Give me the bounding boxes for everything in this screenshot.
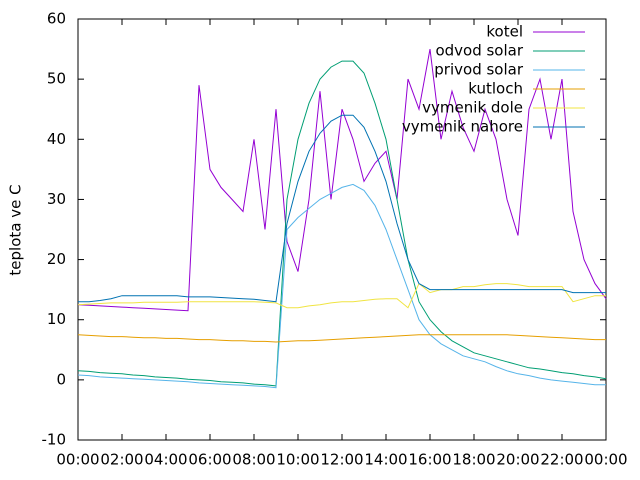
y-tick-label: 20 — [47, 250, 66, 268]
legend-label: odvod solar — [435, 42, 523, 60]
x-tick-label: 00:00 — [56, 451, 99, 469]
x-tick-label: 10:00 — [276, 451, 319, 469]
x-tick-label: 14:00 — [364, 451, 407, 469]
y-axis-label: teplota ve C — [7, 184, 25, 275]
x-tick-label: 12:00 — [320, 451, 363, 469]
legend-label: vymenik dole — [422, 99, 523, 117]
series-line — [77, 334, 606, 343]
x-tick-label: 04:00 — [144, 451, 187, 469]
x-tick-label: 20:00 — [496, 451, 539, 469]
y-tick-label: 40 — [47, 130, 66, 148]
x-tick-label: 00:00 — [584, 451, 627, 469]
series-line — [77, 49, 607, 312]
y-tick-label: 0 — [56, 370, 66, 388]
legend-label: privod solar — [434, 61, 524, 79]
legend-label: kutloch — [468, 80, 523, 98]
x-tick-label: 06:00 — [188, 451, 231, 469]
y-tick-label: 10 — [47, 310, 66, 328]
series-line — [78, 114, 606, 303]
series-line — [77, 183, 606, 389]
legend-label: kotel — [486, 23, 523, 41]
y-tick-label: 60 — [47, 10, 66, 28]
x-tick-label: 18:00 — [452, 451, 495, 469]
x-tick-label: 02:00 — [100, 451, 143, 469]
y-tick-label: 50 — [47, 70, 66, 88]
x-tick-label: 16:00 — [408, 451, 451, 469]
series-line — [77, 282, 606, 309]
x-tick-label: 22:00 — [540, 451, 583, 469]
x-tick-label: 08:00 — [232, 451, 275, 469]
y-tick-label: 30 — [47, 190, 66, 208]
legend-label: vymenik nahore — [402, 118, 523, 136]
series-line — [77, 60, 607, 387]
y-tick-label: -10 — [42, 431, 67, 449]
